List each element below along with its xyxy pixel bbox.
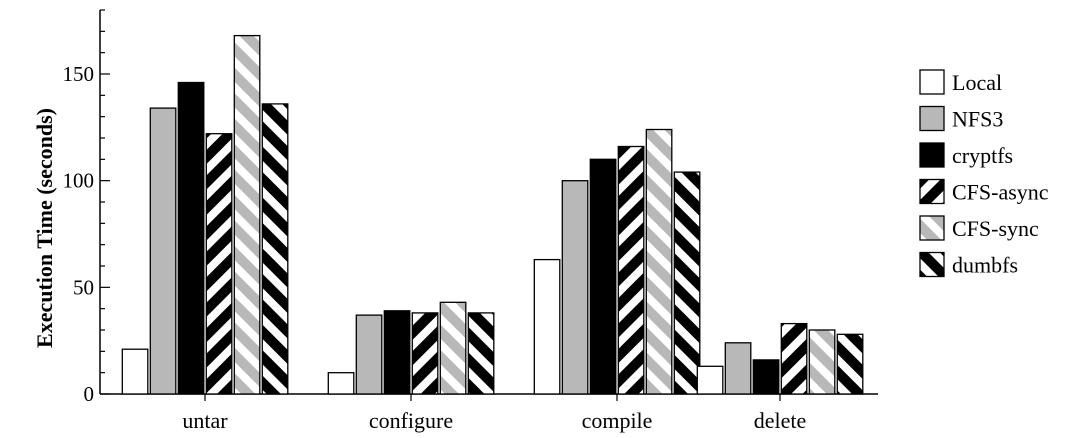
- bar-cfs-async-delete: [780, 322, 808, 395]
- bar-local-configure: [327, 372, 355, 395]
- bar-nfs3-compile: [561, 180, 589, 395]
- bar-dumbfs-untar: [261, 103, 289, 395]
- legend-swatch-cfs-sync: [919, 215, 945, 241]
- legend-swatch-local: [919, 69, 945, 95]
- bar-local-untar: [121, 348, 149, 395]
- bar-local-compile: [533, 258, 561, 395]
- legend-swatch-dumbfs: [919, 251, 945, 278]
- bar-cryptfs-delete: [752, 359, 780, 395]
- bar-cryptfs-configure: [383, 310, 411, 395]
- category-label-compile: compile: [582, 408, 653, 433]
- bar-dumbfs-configure: [467, 312, 495, 395]
- legend-swatch-nfs3: [919, 105, 945, 132]
- legend-label-local: Local: [952, 70, 1002, 95]
- bars: [121, 34, 864, 395]
- bar-dumbfs-compile: [673, 171, 701, 395]
- bar-cfs-sync-untar: [233, 34, 261, 395]
- bar-cfs-async-configure: [411, 312, 439, 395]
- legend-swatch-cryptfs: [919, 142, 945, 168]
- bar-cfs-sync-configure: [439, 301, 467, 395]
- category-labels: untar configure compile delete: [182, 394, 806, 433]
- y-tick-label: 150: [63, 62, 95, 86]
- bar-dumbfs-delete: [836, 333, 864, 395]
- bar-cfs-async-untar: [205, 133, 233, 395]
- category-label-delete: delete: [754, 408, 807, 433]
- category-label-configure: configure: [369, 408, 453, 433]
- category-label-untar: untar: [182, 408, 228, 433]
- y-tick-label: 100: [63, 169, 95, 193]
- legend: Local NFS3 cryptfs CFS-async CFS-sync dumbfs: [919, 69, 1049, 278]
- legend-label-cryptfs: cryptfs: [952, 143, 1013, 168]
- legend-label-cfs-sync: CFS-sync: [952, 216, 1039, 241]
- y-axis-title: Execution Time (seconds): [32, 108, 57, 348]
- bar-cryptfs-untar: [177, 81, 205, 395]
- y-tick-label: 0: [84, 382, 95, 406]
- bar-cryptfs-compile: [589, 158, 617, 395]
- legend-swatch-cfs-async: [919, 178, 945, 205]
- bar-nfs3-untar: [149, 107, 177, 395]
- legend-label-nfs3: NFS3: [952, 107, 1003, 132]
- bar-cfs-sync-compile: [645, 128, 673, 395]
- bar-cfs-sync-delete: [808, 329, 836, 395]
- bar-cfs-async-compile: [617, 145, 645, 395]
- bar-nfs3-configure: [355, 314, 383, 395]
- bar-local-delete: [696, 365, 724, 395]
- y-tick-label: 50: [73, 275, 94, 299]
- legend-label-cfs-async: CFS-async: [952, 180, 1049, 205]
- bar-nfs3-delete: [724, 342, 752, 395]
- legend-label-dumbfs: dumbfs: [952, 253, 1018, 278]
